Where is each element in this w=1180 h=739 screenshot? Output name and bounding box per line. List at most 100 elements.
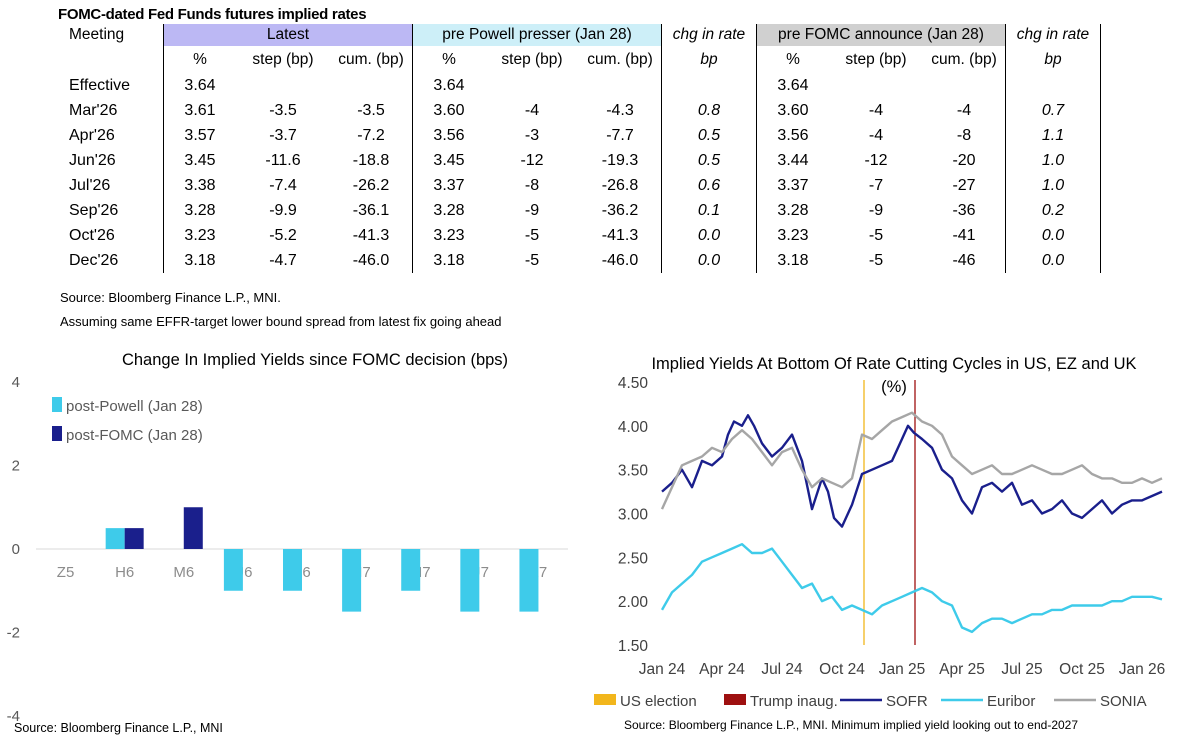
cell-f-step: -9 [868,201,884,219]
cell-p-step [485,73,579,98]
cell-chg1: 0.0 [661,248,757,273]
cell-l-pct: 3.23 [163,223,236,248]
bar-post-powell-m7 [401,549,421,591]
cell-f-pct: 3.18 [756,248,829,273]
y-tick-label: 4.50 [618,375,649,392]
cell-p-step: -8 [524,176,540,194]
cell-p-step: -4 [524,101,540,119]
x-tick-label: M6 [173,564,194,581]
cell-f-pct: 3.60 [756,98,829,123]
bar-chart-source: Source: Bloomberg Finance L.P., MNI [14,721,223,735]
bar-chart-title: Change In Implied Yields since FOMC deci… [122,351,508,369]
cell-l-pct: 3.57 [163,123,236,148]
table-row: Apr'26 3.57 -3.7 -7.2 3.56 -3 -7.7 0.5 3.56 -4 -8 1… [55,123,1101,148]
cell-chg1: 0.0 [661,223,757,248]
line-chart-legend: US election Trump inaug. SOFR Euribor SONIA [594,693,1147,710]
cell-l-cum: -46.0 [352,251,390,269]
cell-p-cum: -19.3 [601,151,639,169]
cell-chg1 [661,73,757,98]
powell-header: pre Powell presser (Jan 28) [412,24,662,46]
cell-l-step: -5.2 [269,226,297,244]
cell-l-cum [330,73,413,98]
table-sub-header-row: % step (bp) cum. (bp) % step (bp) cum. (… [55,46,1101,73]
cell-chg2: 0.0 [1005,223,1101,248]
cell-l-step: -3.7 [269,126,297,144]
line-chart-events [863,380,916,645]
sub-header-step: step (bp) [501,50,563,68]
legend-label: SONIA [1100,693,1147,710]
cell-p-cum: -26.8 [601,176,639,194]
sub-header-cum: cum. (bp) [587,50,653,68]
chg-header-2: chg in rate [1005,24,1101,46]
cell-chg2 [1005,73,1101,98]
cell-f-step: -4 [868,126,884,144]
cell-p-step: -5 [524,251,540,269]
cell-chg2: 1.1 [1005,123,1101,148]
cell-meeting: Apr'26 [69,126,115,144]
cell-l-step [236,73,330,98]
cell-p-pct: 3.56 [412,123,485,148]
cell-p-cum: -36.2 [601,201,639,219]
table-group-header-row: Meeting Latest pre Powell presser (Jan 2… [55,24,1101,46]
sub-header-cum: cum. (bp) [338,50,404,68]
x-tick-label: Jan 26 [1119,661,1166,678]
legend-label: SOFR [886,693,928,710]
legend-label-post-fomc: post-FOMC (Jan 28) [66,427,203,444]
cell-p-pct: 3.45 [412,148,485,173]
cell-f-step: -7 [868,176,884,194]
cell-l-cum: -26.2 [352,176,390,194]
y-tick-label: 3.50 [618,463,649,480]
cell-chg1: 0.1 [661,198,757,223]
bar-post-powell-z6 [283,549,302,591]
cell-meeting: Effective [69,76,131,94]
series-line-sofr [661,414,1163,528]
x-tick-label: H6 [115,564,134,581]
cell-chg1: 0.5 [661,123,757,148]
cell-f-step: -12 [864,151,888,169]
x-tick-label: Apr 24 [699,661,745,678]
fomc-header: pre FOMC announce (Jan 28) [756,24,1006,46]
x-tick-label: Apr 25 [939,661,985,678]
line-chart-source: Source: Bloomberg Finance L.P., MNI. Min… [624,718,1078,732]
cell-chg1: 0.5 [661,148,757,173]
sub-header-bp: bp [661,46,757,73]
y-tick-label: 2.50 [618,550,649,567]
cell-f-pct: 3.37 [756,173,829,198]
meeting-header: Meeting [69,26,125,43]
table-row: Jun'26 3.45 -11.6 -18.8 3.45 -12 -19.3 0.5 3.44 -… [55,148,1101,173]
cell-p-cum: -7.7 [606,126,634,144]
cell-f-pct: 3.64 [756,73,829,98]
y-tick-label: -2 [7,625,20,642]
cell-f-cum: -27 [952,176,976,194]
bar-post-powell-h7 [342,549,362,612]
bar-chart-marks [105,507,539,612]
sub-header-step: step (bp) [845,50,907,68]
y-tick-label: -4 [7,708,20,725]
table-title: FOMC-dated Fed Funds futures implied rat… [58,6,367,23]
y-tick-label: 1.50 [618,638,649,655]
sub-header-pct: % [756,46,829,73]
cell-p-step: -9 [524,201,540,219]
cell-p-cum: -41.3 [601,226,639,244]
cell-l-pct: 3.38 [163,173,236,198]
cell-l-step: -4.7 [269,251,297,269]
y-tick-label: 4.00 [618,419,649,436]
cell-f-step: -4 [868,101,884,119]
chg-header-1: chg in rate [661,24,757,46]
cell-meeting: Jun'26 [69,151,116,169]
y-tick-label: 3.00 [618,507,649,524]
cell-l-step: -11.6 [265,151,301,169]
cell-meeting: Mar'26 [69,101,118,119]
cell-chg2: 1.0 [1005,173,1101,198]
cell-f-cum: -36 [952,201,976,219]
line-chart-series [660,411,1163,634]
table-row: Jul'26 3.38 -7.4 -26.2 3.37 -8 -26.8 0.6 3.37 -7-… [55,173,1101,198]
cell-l-pct: 3.64 [163,73,236,98]
cell-l-cum: -41.3 [352,226,390,244]
table-body: Effective 3.64 3.64 3.64 Mar'26 3.61 -3.5 -3.5 3… [55,73,1101,273]
cell-f-cum [923,73,1006,98]
cell-f-cum: -8 [956,126,972,144]
line-chart-axis: 4.50 4.00 3.50 3.00 2.50 2.00 1.50 Jan 24 Apr 24… [618,375,1165,678]
cell-chg1: 0.8 [661,98,757,123]
series-line-sonia [660,411,1163,510]
